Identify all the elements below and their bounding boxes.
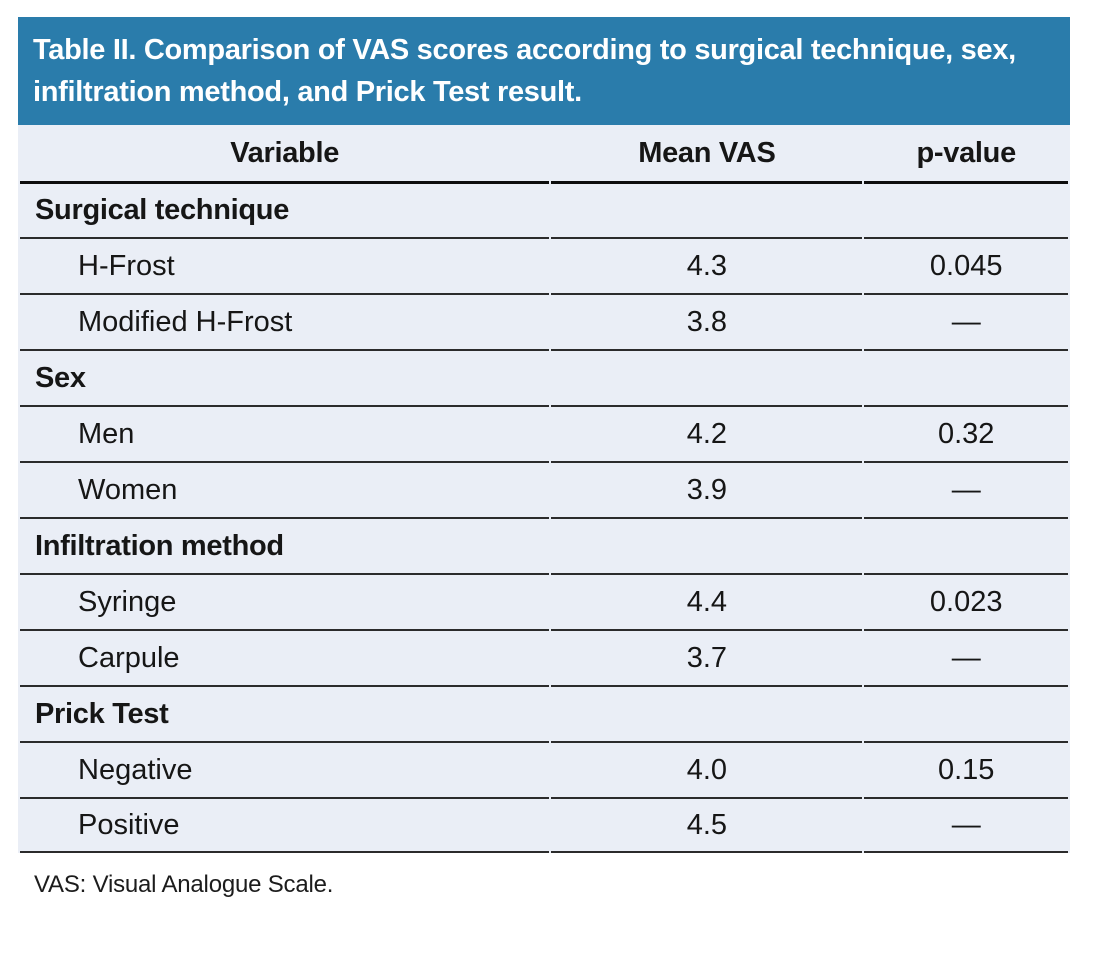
cell-p-value: —: [864, 461, 1068, 517]
table-title: Table II. Comparison of VAS scores accor…: [18, 17, 1070, 125]
cell-variable: Modified H-Frost: [20, 293, 550, 349]
cell-p-value: —: [864, 629, 1068, 685]
column-header-mean-vas: Mean VAS: [638, 136, 776, 169]
empty-cell: [551, 349, 863, 405]
cell-variable: Negative: [20, 741, 550, 797]
section-row-infiltration-method: Infiltration method: [20, 517, 1068, 573]
cell-p-value: 0.15: [864, 741, 1068, 797]
table-row-positive: Positive 4.5 —: [20, 797, 1068, 853]
column-header-p-value: p-value: [916, 136, 1016, 169]
cell-mean-vas: 4.5: [551, 797, 863, 853]
empty-cell: [551, 685, 863, 741]
table-row-women: Women 3.9 —: [20, 461, 1068, 517]
cell-p-value: 0.023: [864, 573, 1068, 629]
cell-mean-vas: 4.0: [551, 741, 863, 797]
section-row-sex: Sex: [20, 349, 1068, 405]
section-label: Prick Test: [20, 685, 550, 741]
cell-p-value: —: [864, 293, 1068, 349]
cell-variable: Positive: [20, 797, 550, 853]
section-label: Infiltration method: [20, 517, 550, 573]
empty-cell: [551, 181, 863, 237]
cell-mean-vas: 3.8: [551, 293, 863, 349]
cell-p-value: 0.32: [864, 405, 1068, 461]
table-row-h-frost: H-Frost 4.3 0.045: [20, 237, 1068, 293]
cell-variable: H-Frost: [20, 237, 550, 293]
cell-mean-vas: 4.2: [551, 405, 863, 461]
table-row-carpule: Carpule 3.7 —: [20, 629, 1068, 685]
section-label: Sex: [20, 349, 550, 405]
column-header-row: Variable Mean VAS p-value: [20, 125, 1068, 181]
empty-cell: [551, 517, 863, 573]
table-row-negative: Negative 4.0 0.15: [20, 741, 1068, 797]
section-label: Surgical technique: [20, 181, 550, 237]
table-ii-card: Table II. Comparison of VAS scores accor…: [18, 17, 1070, 899]
cell-mean-vas: 4.3: [551, 237, 863, 293]
cell-variable: Syringe: [20, 573, 550, 629]
cell-p-value: —: [864, 797, 1068, 853]
cell-variable: Carpule: [20, 629, 550, 685]
table-row-men: Men 4.2 0.32: [20, 405, 1068, 461]
table-footnote: VAS: Visual Analogue Scale.: [34, 871, 334, 898]
cell-mean-vas: 4.4: [551, 573, 863, 629]
cell-mean-vas: 3.7: [551, 629, 863, 685]
vas-comparison-table: Variable Mean VAS p-value Surgical techn…: [18, 125, 1070, 853]
empty-cell: [864, 181, 1068, 237]
column-header-variable: Variable: [230, 136, 340, 169]
empty-cell: [864, 685, 1068, 741]
cell-variable: Women: [20, 461, 550, 517]
empty-cell: [864, 349, 1068, 405]
cell-variable: Men: [20, 405, 550, 461]
section-row-surgical-technique: Surgical technique: [20, 181, 1068, 237]
section-row-prick-test: Prick Test: [20, 685, 1068, 741]
empty-cell: [864, 517, 1068, 573]
table-row-syringe: Syringe 4.4 0.023: [20, 573, 1068, 629]
cell-mean-vas: 3.9: [551, 461, 863, 517]
cell-p-value: 0.045: [864, 237, 1068, 293]
table-row-modified-h-frost: Modified H-Frost 3.8 —: [20, 293, 1068, 349]
